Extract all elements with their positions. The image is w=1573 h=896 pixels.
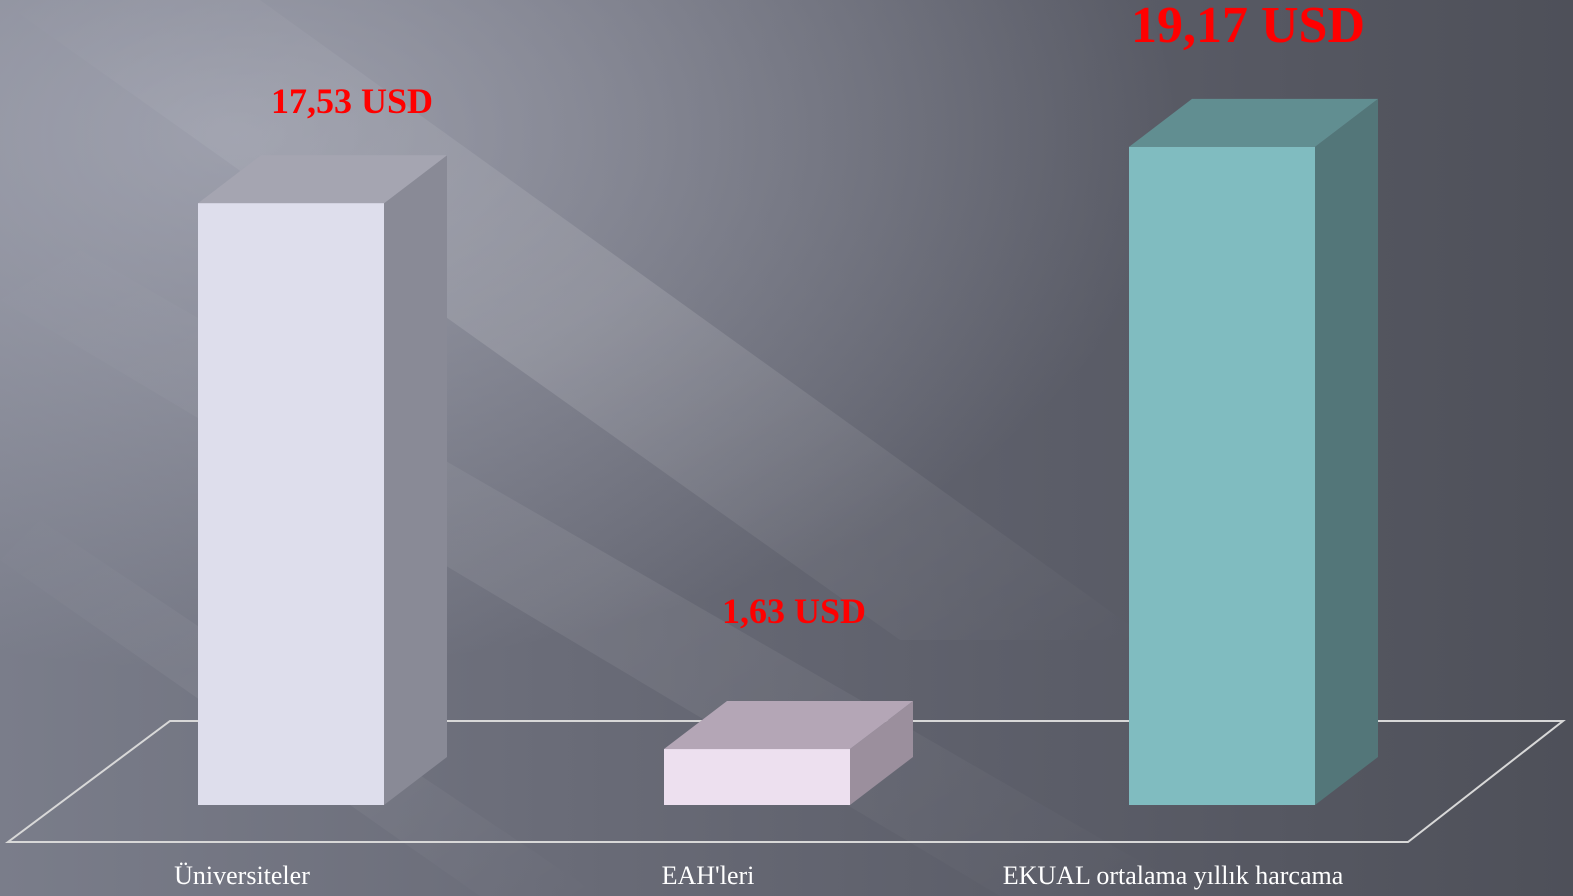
category-label-2: EAH'leri <box>662 861 755 890</box>
data-label-3: 19,17 USD <box>1131 0 1365 54</box>
bar-side-face <box>1315 98 1378 805</box>
bar-2 <box>664 701 913 805</box>
bar-front-face <box>1129 146 1315 805</box>
bar-front-face <box>198 203 384 806</box>
data-label-1: 17,53 USD <box>271 81 433 121</box>
category-label-1: Üniversiteler <box>174 861 310 890</box>
bar-side-face <box>384 155 447 806</box>
bar-side-face <box>850 701 913 805</box>
bar-1 <box>198 155 447 806</box>
bar-top-face <box>198 155 447 204</box>
bar-front-face <box>664 749 850 805</box>
data-label-2: 1,63 USD <box>722 591 866 631</box>
bar-3 <box>1129 98 1378 805</box>
bar-top-face <box>664 701 913 750</box>
bars-group <box>198 98 1378 806</box>
chart-floor <box>4 720 1566 843</box>
labels-group: 17,53 USD Üniversiteler 1,63 USD EAH'leri 19… <box>174 0 1365 890</box>
category-label-3: EKUAL ortalama yıllık harcama <box>1003 861 1344 890</box>
bar-top-face <box>1129 98 1378 147</box>
